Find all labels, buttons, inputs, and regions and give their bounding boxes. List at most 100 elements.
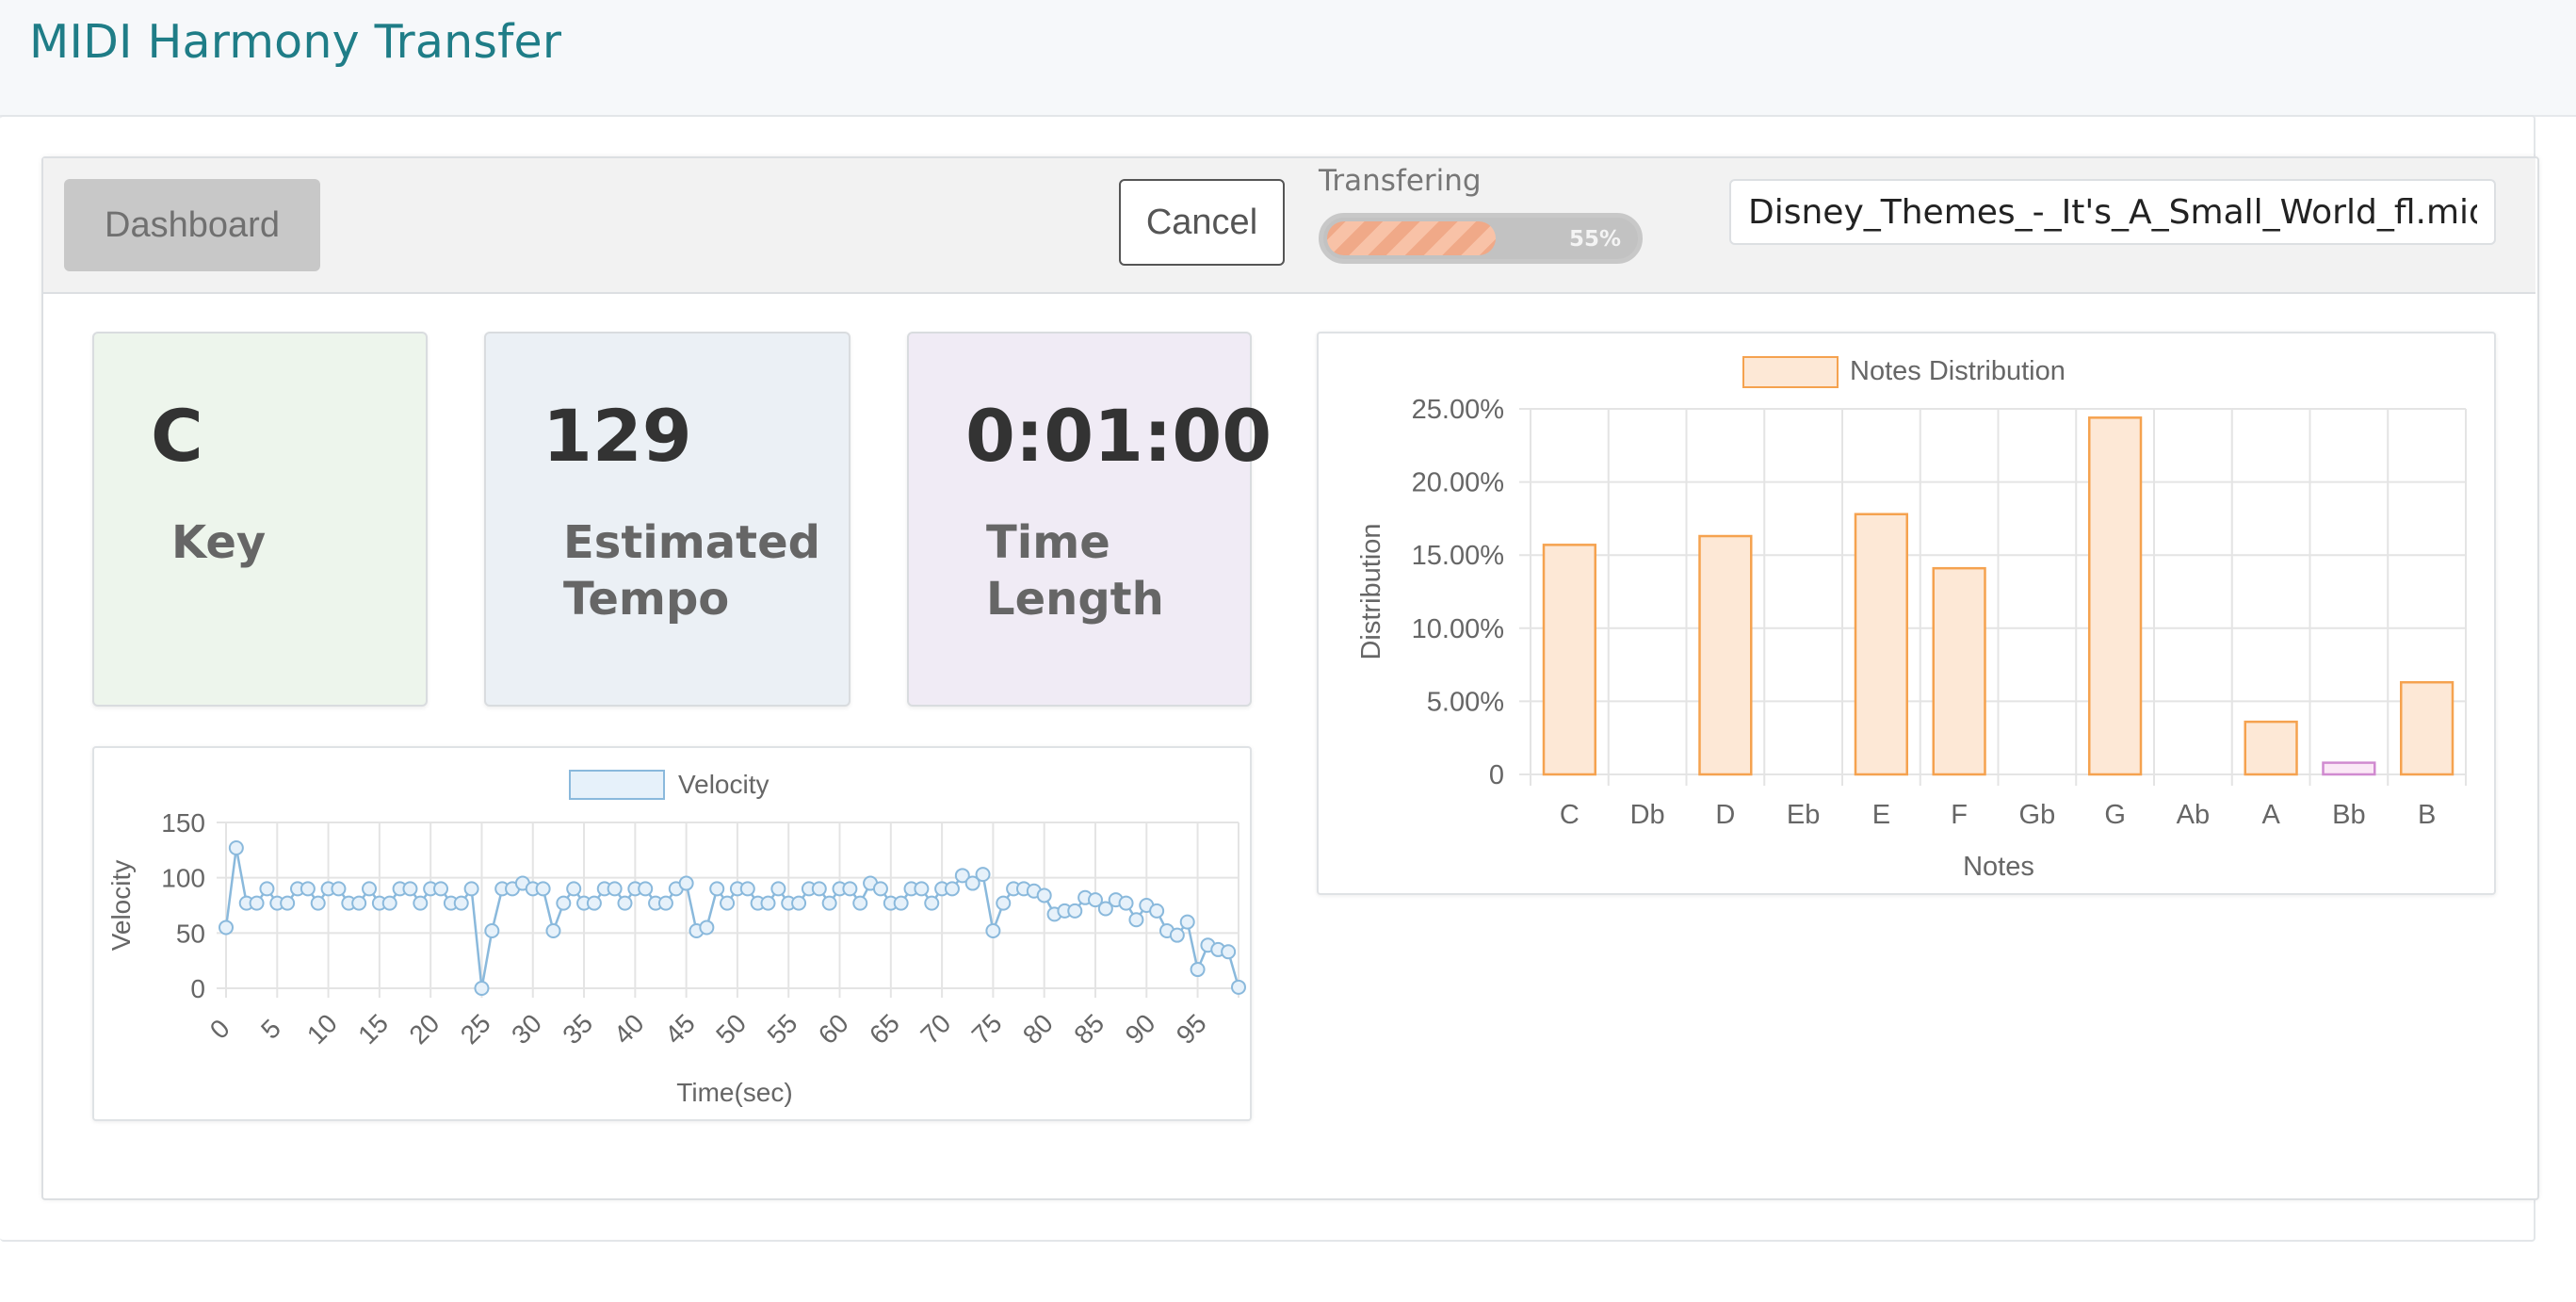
- x-tick-label: B: [2418, 800, 2436, 830]
- velocity-point: [586, 895, 602, 911]
- transfer-progress-bar: 55%: [1319, 213, 1643, 264]
- x-tick-label: 20: [403, 1008, 445, 1050]
- velocity-point: [770, 881, 786, 897]
- y-tick-label: 5.00%: [1427, 687, 1504, 717]
- velocity-point: [463, 881, 479, 897]
- app-title: MIDI Harmony Transfer: [29, 15, 562, 69]
- velocity-point: [924, 895, 940, 911]
- bar-Bb: [2322, 761, 2376, 776]
- velocity-point: [228, 839, 244, 855]
- x-tick-label: D: [1715, 800, 1735, 830]
- time-label-line2: Length: [986, 573, 1164, 626]
- velocity-chart: Velocity 0 50 100 150 0 5 10 15 20 25 30 35 40 45 50 55 6…: [92, 746, 1252, 1121]
- x-axis-title: Time(sec): [676, 1078, 792, 1107]
- velocity-point: [657, 895, 673, 911]
- velocity-point: [914, 881, 930, 897]
- legend-swatch: [1742, 356, 1839, 388]
- bar-E: [1854, 513, 1908, 776]
- velocity-point: [474, 981, 490, 996]
- velocity-point: [617, 895, 633, 911]
- notes-chart-svg: Notes Distribution 0 5.00% 10.00% 15.00% 20.0…: [1356, 356, 2467, 882]
- x-axis-title: Notes: [1963, 852, 2034, 882]
- velocity-point: [1067, 903, 1083, 919]
- velocity-point: [1128, 912, 1144, 928]
- tempo-card: 129 Estimated Tempo: [484, 332, 851, 707]
- x-tick-label: 85: [1068, 1008, 1110, 1050]
- velocity-point: [1169, 927, 1185, 943]
- velocity-point: [453, 895, 469, 911]
- bar-B: [2400, 680, 2454, 776]
- tempo-label-line2: Tempo: [563, 573, 730, 626]
- velocity-point: [300, 881, 316, 897]
- key-card: C Key: [92, 332, 428, 707]
- x-tick-label: 55: [762, 1008, 803, 1050]
- velocity-point: [545, 922, 561, 938]
- velocity-point: [638, 881, 654, 897]
- velocity-point: [402, 881, 418, 897]
- x-tick-label: 50: [710, 1008, 752, 1050]
- notes-distribution-chart: Notes Distribution 0 5.00% 10.00% 15.00% 20.0…: [1317, 332, 2496, 895]
- velocity-point: [413, 895, 429, 911]
- x-tick-label: 65: [864, 1008, 905, 1050]
- velocity-point: [975, 867, 991, 883]
- velocity-line: [224, 847, 1240, 989]
- velocity-point: [556, 895, 572, 911]
- velocity-point: [1118, 895, 1134, 911]
- y-tick-label: 25.00%: [1412, 395, 1504, 425]
- x-tick-label: 25: [455, 1008, 496, 1050]
- y-tick-label: 0: [190, 974, 205, 1003]
- time-length-card: 0:01:00 Time Length: [907, 332, 1272, 707]
- velocity-point: [893, 895, 909, 911]
- bar-G: [2088, 416, 2143, 776]
- velocity-point: [720, 895, 736, 911]
- progress-label: Transfering: [1319, 164, 1482, 198]
- x-tick-label: Db: [1630, 800, 1665, 830]
- bar-A: [2244, 720, 2298, 776]
- x-tick-label: 30: [506, 1008, 547, 1050]
- velocity-point: [1190, 962, 1206, 978]
- tempo-label: Estimated Tempo: [563, 514, 820, 627]
- y-tick-label: 15.00%: [1412, 541, 1504, 571]
- velocity-point: [484, 922, 500, 938]
- tempo-label-line1: Estimated: [563, 516, 821, 569]
- velocity-point: [381, 895, 397, 911]
- x-tick-label: F: [1951, 800, 1968, 830]
- velocity-point: [739, 881, 755, 897]
- velocity-point: [985, 922, 1001, 938]
- velocity-point: [1221, 944, 1237, 960]
- dashboard-button[interactable]: Dashboard: [64, 179, 320, 271]
- x-tick-label: G: [2104, 800, 2126, 830]
- velocity-point: [1231, 979, 1246, 995]
- y-tick-label: 150: [161, 808, 205, 838]
- velocity-point: [259, 881, 275, 897]
- velocity-point: [433, 881, 449, 897]
- y-tick-label: 0: [1489, 760, 1504, 790]
- time-label-line1: Time: [986, 516, 1110, 569]
- velocity-point: [709, 881, 725, 897]
- x-tick-label: 40: [608, 1008, 650, 1050]
- velocity-point: [791, 895, 807, 911]
- x-tick-label: 10: [301, 1008, 343, 1050]
- velocity-point: [566, 881, 582, 897]
- velocity-point: [852, 895, 868, 911]
- y-tick-label: 20.00%: [1412, 468, 1504, 498]
- velocity-point: [996, 895, 1012, 911]
- x-tick-label: A: [2261, 800, 2280, 830]
- y-axis-title: Distribution: [1356, 523, 1386, 659]
- velocity-point: [249, 895, 265, 911]
- velocity-point: [678, 875, 694, 891]
- time-length-value: 0:01:00: [965, 394, 1272, 478]
- x-tick-label: Eb: [1787, 800, 1820, 830]
- x-tick-label: Ab: [2177, 800, 2210, 830]
- velocity-point: [872, 881, 888, 897]
- midi-file-field[interactable]: [1729, 179, 2496, 245]
- x-tick-label: 35: [557, 1008, 598, 1050]
- velocity-point: [1149, 903, 1165, 919]
- velocity-point: [219, 920, 234, 936]
- y-tick-label: 10.00%: [1412, 614, 1504, 644]
- velocity-point: [811, 881, 827, 897]
- velocity-point: [280, 895, 296, 911]
- bar-D: [1698, 534, 1753, 776]
- velocity-point: [964, 875, 980, 891]
- cancel-button[interactable]: Cancel: [1119, 179, 1285, 266]
